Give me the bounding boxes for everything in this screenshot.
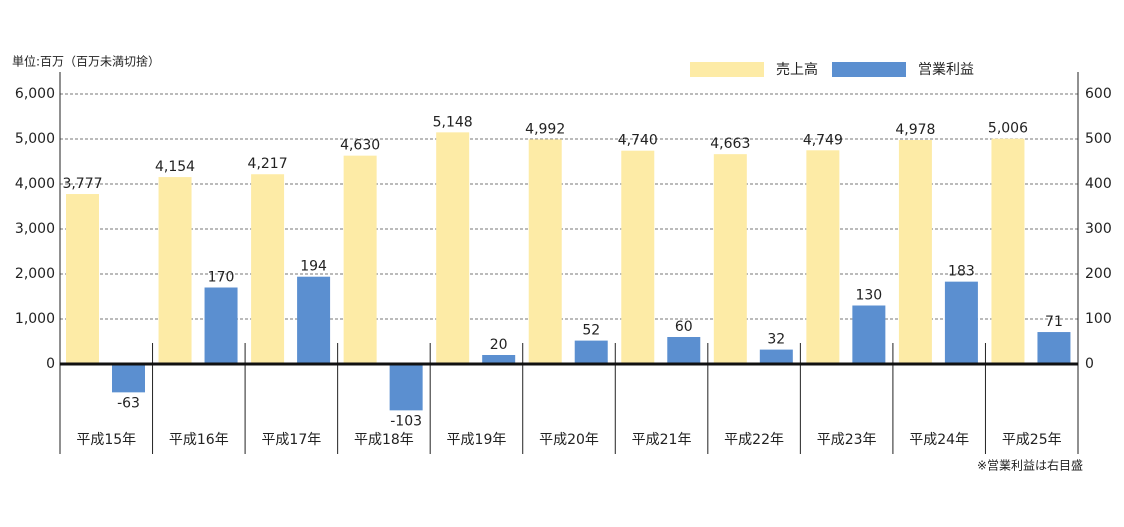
footnote: ※営業利益は右目盛 <box>977 458 1083 473</box>
x-tick-label: 平成21年 <box>632 432 692 448</box>
x-tick-label: 平成24年 <box>909 432 969 448</box>
x-tick-label: 平成15年 <box>76 432 136 448</box>
bar <box>852 305 886 364</box>
data-label: 4,740 <box>618 133 658 149</box>
data-label: 4,663 <box>710 136 750 152</box>
bar <box>389 364 423 411</box>
legend-label: 売上高 <box>776 61 818 78</box>
y2-tick-label: 100 <box>1085 311 1112 327</box>
data-label: 4,154 <box>155 159 195 175</box>
bar <box>621 150 655 364</box>
bar <box>297 276 331 364</box>
y-tick-label: 6,000 <box>15 86 55 102</box>
data-label: 4,630 <box>340 138 380 154</box>
y-tick-label: 2,000 <box>15 266 55 282</box>
bar <box>66 194 99 364</box>
x-tick-label: 平成16年 <box>169 432 229 448</box>
x-tick-label: 平成25年 <box>1002 432 1062 448</box>
data-label: 4,978 <box>895 122 935 138</box>
y-tick-label: 0 <box>46 356 55 372</box>
bar <box>574 340 608 364</box>
data-label: 5,148 <box>433 114 473 130</box>
data-label: 4,217 <box>248 156 288 172</box>
data-label: 183 <box>948 264 975 280</box>
data-label: 3,777 <box>62 176 102 192</box>
bar <box>667 337 701 364</box>
data-label: 71 <box>1045 314 1063 330</box>
bar <box>806 150 840 364</box>
y-tick-label: 1,000 <box>15 311 55 327</box>
y2-tick-label: 400 <box>1085 176 1112 192</box>
bar <box>158 177 192 364</box>
x-tick-label: 平成18年 <box>354 432 414 448</box>
bar <box>759 349 793 364</box>
y2-tick-label: 500 <box>1085 131 1112 147</box>
data-label: 5,006 <box>988 121 1028 137</box>
y2-tick-label: 0 <box>1085 356 1094 372</box>
x-tick-label: 平成17年 <box>261 432 321 448</box>
bar <box>436 132 470 364</box>
bar <box>898 139 932 364</box>
x-tick-label: 平成20年 <box>539 432 599 448</box>
bar <box>204 287 238 364</box>
data-label: 20 <box>490 337 508 353</box>
data-label: 130 <box>855 288 882 304</box>
bar <box>343 155 377 364</box>
y-tick-label: 3,000 <box>15 221 55 237</box>
bar <box>713 154 747 364</box>
y2-tick-label: 600 <box>1085 86 1112 102</box>
data-label: 52 <box>582 323 600 339</box>
y-tick-label: 4,000 <box>15 176 55 192</box>
bar <box>251 174 285 364</box>
y-tick-label: 5,000 <box>15 131 55 147</box>
legend-swatch <box>832 62 906 77</box>
bar <box>482 355 516 364</box>
bar <box>112 364 145 393</box>
bar <box>528 139 562 364</box>
data-label: -103 <box>390 413 422 429</box>
data-label: 4,992 <box>525 121 565 137</box>
data-label: -63 <box>117 395 140 411</box>
data-label: 4,749 <box>803 132 843 148</box>
data-label: 32 <box>767 332 785 348</box>
x-tick-label: 平成23年 <box>817 432 877 448</box>
bar <box>991 138 1025 364</box>
y2-tick-label: 200 <box>1085 266 1112 282</box>
x-tick-label: 平成22年 <box>724 432 784 448</box>
legend-swatch <box>690 62 764 77</box>
bar <box>1037 332 1071 364</box>
data-label: 60 <box>675 319 693 335</box>
x-tick-label: 平成19年 <box>447 432 507 448</box>
unit-note: 単位:百万（百万未満切捨） <box>12 54 160 69</box>
y2-tick-label: 300 <box>1085 221 1112 237</box>
data-label: 170 <box>208 270 235 286</box>
data-label: 194 <box>300 259 327 275</box>
bar <box>944 281 978 364</box>
legend-label: 営業利益 <box>918 62 974 78</box>
